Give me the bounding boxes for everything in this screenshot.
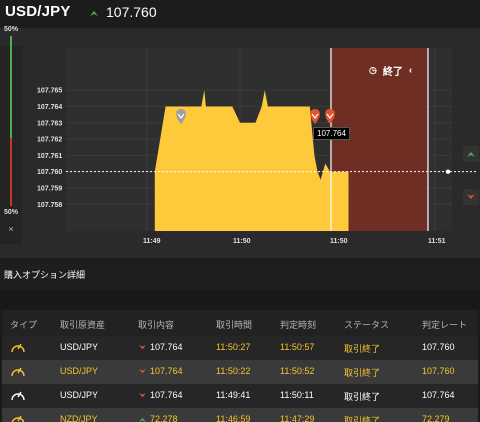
row-time: 11:50:27 [216,342,251,352]
current-price-dot [445,169,451,174]
row-judge: 11:50:57 [280,342,315,352]
table-row[interactable]: USD/JPY 107.764 11:50:27 11:50:57 取引終了 1… [2,336,478,360]
header-type: タイプ [10,320,38,330]
y-tick-label: 107.759 [37,185,62,192]
y-tick-label: 107.765 [37,88,62,95]
section-header: 購入オプション詳細 [0,258,480,290]
table-header: タイプ 取引原資産 取引内容 取引時間 判定時刻 ステータス 判定レート [2,310,478,336]
row-status: 取引終了 [344,344,381,354]
trade-marker-down [325,109,335,124]
timer-icon [10,340,26,356]
gauge-down-bar [10,138,12,206]
down-arrow-icon [326,113,334,119]
down-arrow-icon [139,344,146,349]
header-status: ステータス [344,320,390,330]
row-rate: 107.760 [422,342,455,352]
header: USD/JPY 107.760 [0,0,480,28]
header-time: 取引時間 [216,320,253,330]
x-tick-label: 11:50 [330,238,348,245]
trade-marker-down [310,109,320,124]
clock-icon: ◷ [369,65,377,75]
header-content: 取引内容 [138,320,175,330]
down-arrow-icon [139,368,146,373]
section-title: 購入オプション詳細 [4,270,86,280]
end-label: ◷ 終了 ‹ [369,63,412,78]
down-arrow-icon [311,113,319,119]
y-tick-label: 107.758 [37,202,62,209]
gauge-up-bar [10,36,12,138]
row-content: 107.764 [138,390,183,400]
row-time: 11:50:22 [216,366,251,376]
row-asset: USD/JPY [60,390,99,400]
low-button[interactable] [463,189,479,205]
up-arrow-icon [467,152,475,157]
row-content: 107.764 [138,342,183,352]
trade-marker-expired [176,109,186,124]
row-time: 11:46:59 [216,414,251,422]
up-arrow-icon [90,11,98,16]
gauge-bottom-pct: 50% [3,209,18,216]
price-area [154,90,349,231]
row-rate: 72.279 [422,414,450,422]
x-tick-label: 11:51 [428,238,446,245]
header-rate: 判定レート [422,320,468,330]
row-content: 107.764 [138,366,183,376]
table-row[interactable]: USD/JPY 107.764 11:50:22 11:50:52 取引終了 1… [2,360,478,384]
y-tick-label: 107.764 [37,104,62,111]
row-content-value: 107.764 [150,390,183,400]
header-judge: 判定時刻 [280,320,317,330]
end-label-text: 終了 [382,67,403,78]
currency-pair: USD/JPY [5,3,71,20]
down-arrow-icon [139,392,146,397]
row-status: 取引終了 [344,392,381,402]
up-arrow-icon [139,417,146,422]
x-tick-label: 11:50 [233,238,251,245]
y-tick-label: 107.761 [37,153,62,160]
row-asset: USD/JPY [60,366,99,376]
row-content: 72.278 [138,414,178,422]
row-judge: 11:50:52 [280,366,315,376]
row-status: 取引終了 [344,416,381,422]
table-row[interactable]: NZD/JPY 72.278 11:46:59 11:47:29 取引終了 72… [2,408,478,422]
row-status: 取引終了 [344,368,381,378]
row-judge: 11:47:29 [280,414,315,422]
gauge-close-button[interactable]: × [8,224,14,234]
down-arrow-icon [177,113,185,119]
high-button[interactable] [463,146,479,162]
timer-icon [10,412,26,422]
row-content-value: 107.764 [150,366,183,376]
arrow-left-icon: ‹ [408,65,413,76]
purchase-table: タイプ 取引原資産 取引内容 取引時間 判定時刻 ステータス 判定レート USD… [2,310,478,422]
row-asset: USD/JPY [60,342,99,352]
gauge-top-pct: 50% [3,26,18,33]
y-tick-label: 107.763 [37,120,62,127]
row-rate: 107.764 [422,390,455,400]
row-asset: NZD/JPY [60,414,98,422]
row-time: 11:49:41 [216,390,251,400]
timer-icon [10,364,26,380]
x-tick-label: 11:49 [143,238,161,245]
header-asset: 取引原資産 [60,320,106,330]
row-content-value: 72.278 [150,414,178,422]
row-content-value: 107.764 [150,342,183,352]
row-judge: 11:50:11 [280,390,314,400]
y-tick-label: 107.760 [37,169,62,176]
price-tooltip: 107.764 [313,127,350,140]
divider [0,290,480,310]
row-rate: 107.760 [422,366,455,376]
timer-icon [10,388,26,404]
table-row[interactable]: USD/JPY 107.764 11:49:41 11:50:11 取引終了 1… [2,384,478,408]
y-tick-label: 107.762 [37,137,62,144]
current-price: 107.760 [106,4,157,20]
down-arrow-icon [467,194,475,199]
